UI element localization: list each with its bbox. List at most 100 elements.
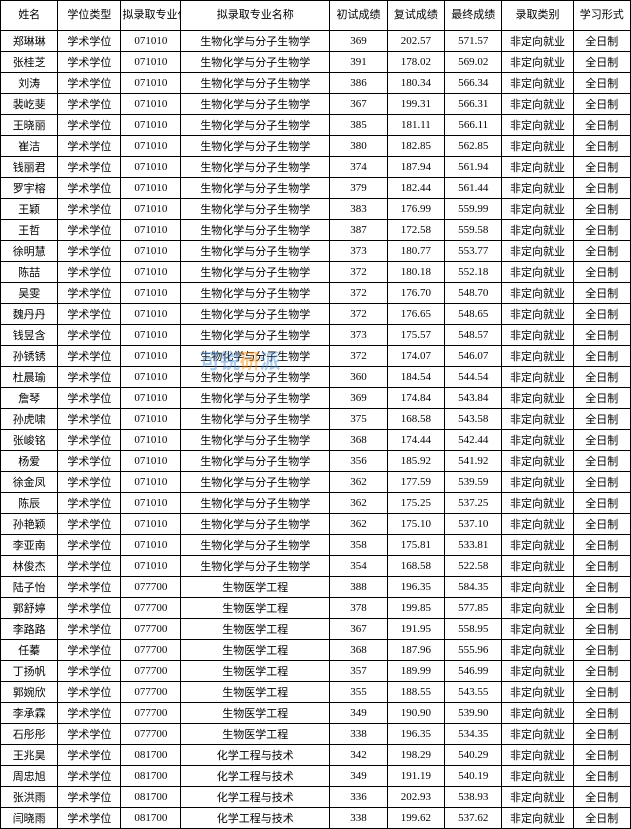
table-cell: 非定向就业 [502, 430, 573, 451]
col-header-major: 拟录取专业名称 [181, 1, 330, 31]
table-cell: 孙艳颖 [1, 514, 58, 535]
table-cell: 非定向就业 [502, 766, 573, 787]
table-cell: 071010 [121, 283, 181, 304]
table-cell: 071010 [121, 199, 181, 220]
table-cell: 非定向就业 [502, 241, 573, 262]
table-cell: 354 [330, 556, 387, 577]
table-cell: 生物化学与分子生物学 [181, 409, 330, 430]
table-cell: 学术学位 [58, 745, 121, 766]
table-cell: 539.59 [445, 472, 502, 493]
table-row: 任蓁学术学位077700生物医学工程368187.96555.96非定向就业全日… [1, 640, 631, 661]
table-cell: 176.70 [387, 283, 444, 304]
table-cell: 非定向就业 [502, 94, 573, 115]
table-cell: 学术学位 [58, 94, 121, 115]
table-cell: 林俊杰 [1, 556, 58, 577]
table-cell: 学术学位 [58, 808, 121, 829]
table-cell: 全日制 [573, 787, 630, 808]
table-cell: 非定向就业 [502, 220, 573, 241]
table-cell: 生物化学与分子生物学 [181, 178, 330, 199]
table-cell: 全日制 [573, 409, 630, 430]
table-cell: 569.02 [445, 52, 502, 73]
table-cell: 化学工程与技术 [181, 766, 330, 787]
table-cell: 077700 [121, 619, 181, 640]
table-cell: 非定向就业 [502, 724, 573, 745]
table-cell: 071010 [121, 367, 181, 388]
table-cell: 584.35 [445, 577, 502, 598]
table-cell: 非定向就业 [502, 409, 573, 430]
table-cell: 非定向就业 [502, 619, 573, 640]
table-cell: 191.95 [387, 619, 444, 640]
table-cell: 学术学位 [58, 367, 121, 388]
table-cell: 陆子怡 [1, 577, 58, 598]
table-cell: 358 [330, 535, 387, 556]
table-cell: 071010 [121, 115, 181, 136]
table-cell: 非定向就业 [502, 157, 573, 178]
table-cell: 180.18 [387, 262, 444, 283]
table-row: 陆子怡学术学位077700生物医学工程388196.35584.35非定向就业全… [1, 577, 631, 598]
table-cell: 全日制 [573, 703, 630, 724]
table-cell: 学术学位 [58, 262, 121, 283]
table-row: 王晓丽学术学位071010生物化学与分子生物学385181.11566.11非定… [1, 115, 631, 136]
table-row: 吴雯学术学位071010生物化学与分子生物学372176.70548.70非定向… [1, 283, 631, 304]
table-cell: 174.07 [387, 346, 444, 367]
table-cell: 周忠旭 [1, 766, 58, 787]
table-cell: 548.70 [445, 283, 502, 304]
table-cell: 全日制 [573, 577, 630, 598]
table-cell: 王兆昊 [1, 745, 58, 766]
table-cell: 338 [330, 808, 387, 829]
table-cell: 559.99 [445, 199, 502, 220]
table-cell: 566.11 [445, 115, 502, 136]
table-cell: 李承霖 [1, 703, 58, 724]
table-cell: 537.62 [445, 808, 502, 829]
table-cell: 李亚南 [1, 535, 58, 556]
table-cell: 540.29 [445, 745, 502, 766]
table-cell: 181.11 [387, 115, 444, 136]
table-cell: 学术学位 [58, 388, 121, 409]
table-row: 崔洁学术学位071010生物化学与分子生物学380182.85562.85非定向… [1, 136, 631, 157]
table-cell: 172.58 [387, 220, 444, 241]
table-row: 孙锈锈学术学位071010生物化学与分子生物学372174.07546.07非定… [1, 346, 631, 367]
table-cell: 任蓁 [1, 640, 58, 661]
table-cell: 全日制 [573, 724, 630, 745]
table-cell: 185.92 [387, 451, 444, 472]
table-cell: 全日制 [573, 220, 630, 241]
table-cell: 174.84 [387, 388, 444, 409]
table-cell: 071010 [121, 262, 181, 283]
table-cell: 非定向就业 [502, 346, 573, 367]
table-cell: 378 [330, 598, 387, 619]
table-cell: 詹琴 [1, 388, 58, 409]
table-cell: 177.59 [387, 472, 444, 493]
table-row: 李承霖学术学位077700生物医学工程349190.90539.90非定向就业全… [1, 703, 631, 724]
table-cell: 全日制 [573, 430, 630, 451]
table-cell: 071010 [121, 52, 181, 73]
table-cell: 裴屹斐 [1, 94, 58, 115]
table-cell: 202.57 [387, 31, 444, 52]
table-cell: 全日制 [573, 388, 630, 409]
table-cell: 071010 [121, 535, 181, 556]
table-cell: 全日制 [573, 493, 630, 514]
table-cell: 非定向就业 [502, 52, 573, 73]
table-cell: 学术学位 [58, 766, 121, 787]
table-cell: 546.99 [445, 661, 502, 682]
table-row: 李路路学术学位077700生物医学工程367191.95558.95非定向就业全… [1, 619, 631, 640]
table-cell: 077700 [121, 577, 181, 598]
table-cell: 534.35 [445, 724, 502, 745]
table-cell: 郑琳琳 [1, 31, 58, 52]
table-cell: 全日制 [573, 451, 630, 472]
table-cell: 王哲 [1, 220, 58, 241]
col-header-code: 拟录取专业代码 [121, 1, 181, 31]
table-cell: 学术学位 [58, 199, 121, 220]
table-cell: 学术学位 [58, 640, 121, 661]
table-cell: 387 [330, 220, 387, 241]
table-cell: 375 [330, 409, 387, 430]
table-cell: 全日制 [573, 766, 630, 787]
table-cell: 化学工程与技术 [181, 787, 330, 808]
table-cell: 非定向就业 [502, 535, 573, 556]
table-header-row: 姓名 学位类型 拟录取专业代码 拟录取专业名称 初试成绩 复试成绩 最终成绩 录… [1, 1, 631, 31]
table-cell: 全日制 [573, 535, 630, 556]
table-cell: 王晓丽 [1, 115, 58, 136]
table-cell: 357 [330, 661, 387, 682]
table-cell: 380 [330, 136, 387, 157]
table-cell: 561.94 [445, 157, 502, 178]
table-cell: 552.18 [445, 262, 502, 283]
